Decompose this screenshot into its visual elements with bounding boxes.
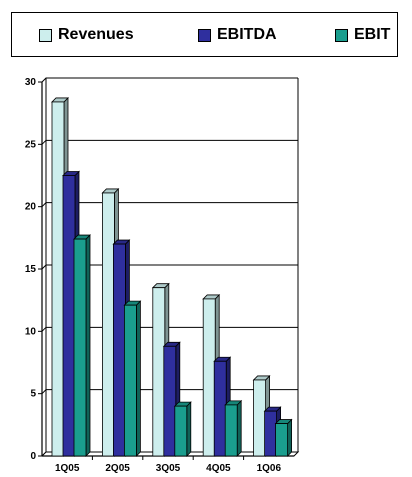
gridline [41, 139, 298, 145]
gridline [41, 202, 298, 208]
x-tick-label: 1Q06 [257, 463, 282, 474]
x-tick-label: 4Q05 [206, 463, 231, 474]
bar-ebitda-1q06 [264, 410, 278, 457]
bar-ebit-1q05 [73, 238, 87, 457]
y-tick-label: 30 [25, 77, 37, 88]
legend-swatch-ebit [335, 28, 348, 42]
y-tick-label: 10 [25, 326, 37, 337]
gridline [41, 264, 298, 270]
y-tick-label: 15 [25, 264, 37, 275]
y-tick-label: 25 [25, 139, 37, 150]
gridline [41, 77, 298, 83]
bar-revenues-4q05 [202, 298, 216, 457]
bar-ebit-4q05 [224, 404, 238, 457]
legend-label-revenues: Revenues [58, 26, 134, 43]
legend-label-ebitda: EBITDA [217, 26, 277, 43]
y-tick-label: 0 [30, 451, 36, 462]
bar-ebit-2q05 [124, 304, 137, 457]
bar-side [135, 300, 141, 457]
x-tick-label: 1Q05 [55, 463, 80, 474]
bar-side [186, 401, 192, 457]
x-tick-label: 3Q05 [156, 463, 181, 474]
bar-ebitda-1q05 [62, 175, 76, 457]
legend-swatch-revenues [39, 28, 52, 42]
bar-revenues-2q05 [102, 192, 115, 457]
bar-ebit-1q06 [275, 423, 289, 457]
x-tick-label: 2Q05 [105, 463, 130, 474]
bar-ebitda-4q05 [213, 360, 227, 457]
legend-item-ebit: EBIT [335, 26, 390, 44]
bar-revenues-1q06 [253, 379, 267, 457]
bar-revenues-3q05 [152, 287, 166, 457]
bar-revenues-1q05 [51, 101, 65, 457]
y-tick-label: 5 [30, 389, 36, 400]
bar-side [236, 399, 242, 457]
bar-side [85, 234, 91, 457]
legend-swatch-ebitda [198, 28, 211, 42]
bar-ebitda-3q05 [163, 345, 177, 457]
bar-side [287, 418, 293, 457]
bar-ebit-3q05 [174, 405, 188, 457]
bar-ebitda-2q05 [113, 243, 126, 457]
legend-item-revenues: Revenues [39, 26, 134, 44]
legend: Revenues EBITDA EBIT [11, 12, 398, 57]
legend-label-ebit: EBIT [354, 26, 391, 43]
y-tick-label: 20 [25, 202, 37, 213]
legend-item-ebitda: EBITDA [198, 26, 277, 44]
